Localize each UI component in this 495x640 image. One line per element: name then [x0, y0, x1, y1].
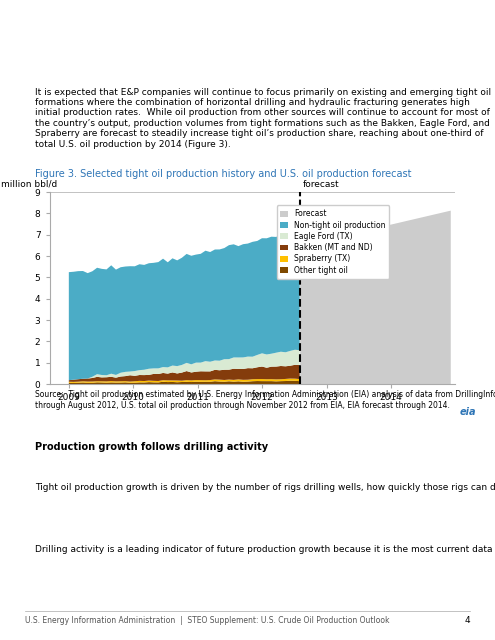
- Text: It is expected that E&P companies will continue to focus primarily on existing a: It is expected that E&P companies will c…: [35, 88, 491, 148]
- Text: Source:  Tight oil production estimated by U.S. Energy Information Administratio: Source: Tight oil production estimated b…: [35, 390, 495, 410]
- Text: Production growth follows drilling activity: Production growth follows drilling activ…: [35, 442, 268, 452]
- Legend: Forecast, Non-tight oil production, Eagle Ford (TX), Bakken (MT and ND), Spraber: Forecast, Non-tight oil production, Eagl…: [277, 205, 390, 278]
- Text: 4: 4: [465, 616, 470, 625]
- Text: forecast: forecast: [303, 180, 340, 189]
- Text: Figure 3. Selected tight oil production history and U.S. oil production forecast: Figure 3. Selected tight oil production …: [35, 169, 411, 179]
- Text: million bbl/d: million bbl/d: [1, 179, 57, 188]
- Text: Tight oil production growth is driven by the number of rigs drilling wells, how : Tight oil production growth is driven by…: [35, 483, 495, 492]
- Text: U.S. Energy Information Administration  |  STEO Supplement: U.S. Crude Oil Produ: U.S. Energy Information Administration |…: [25, 616, 389, 625]
- Text: eia: eia: [459, 407, 476, 417]
- Text: Drilling activity is a leading indicator of future production growth because it : Drilling activity is a leading indicator…: [35, 545, 495, 554]
